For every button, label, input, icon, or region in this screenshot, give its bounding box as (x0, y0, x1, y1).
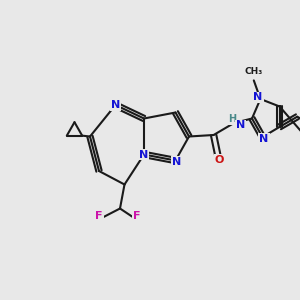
Text: N: N (236, 120, 245, 130)
Text: F: F (95, 211, 103, 221)
Text: N: N (254, 92, 262, 103)
Text: H: H (228, 114, 237, 124)
Text: N: N (139, 149, 148, 160)
Text: N: N (260, 134, 268, 144)
Text: N: N (172, 157, 182, 167)
Text: O: O (215, 154, 224, 165)
Text: F: F (134, 211, 141, 221)
Text: N: N (111, 100, 120, 110)
Text: CH₃: CH₃ (245, 67, 263, 76)
